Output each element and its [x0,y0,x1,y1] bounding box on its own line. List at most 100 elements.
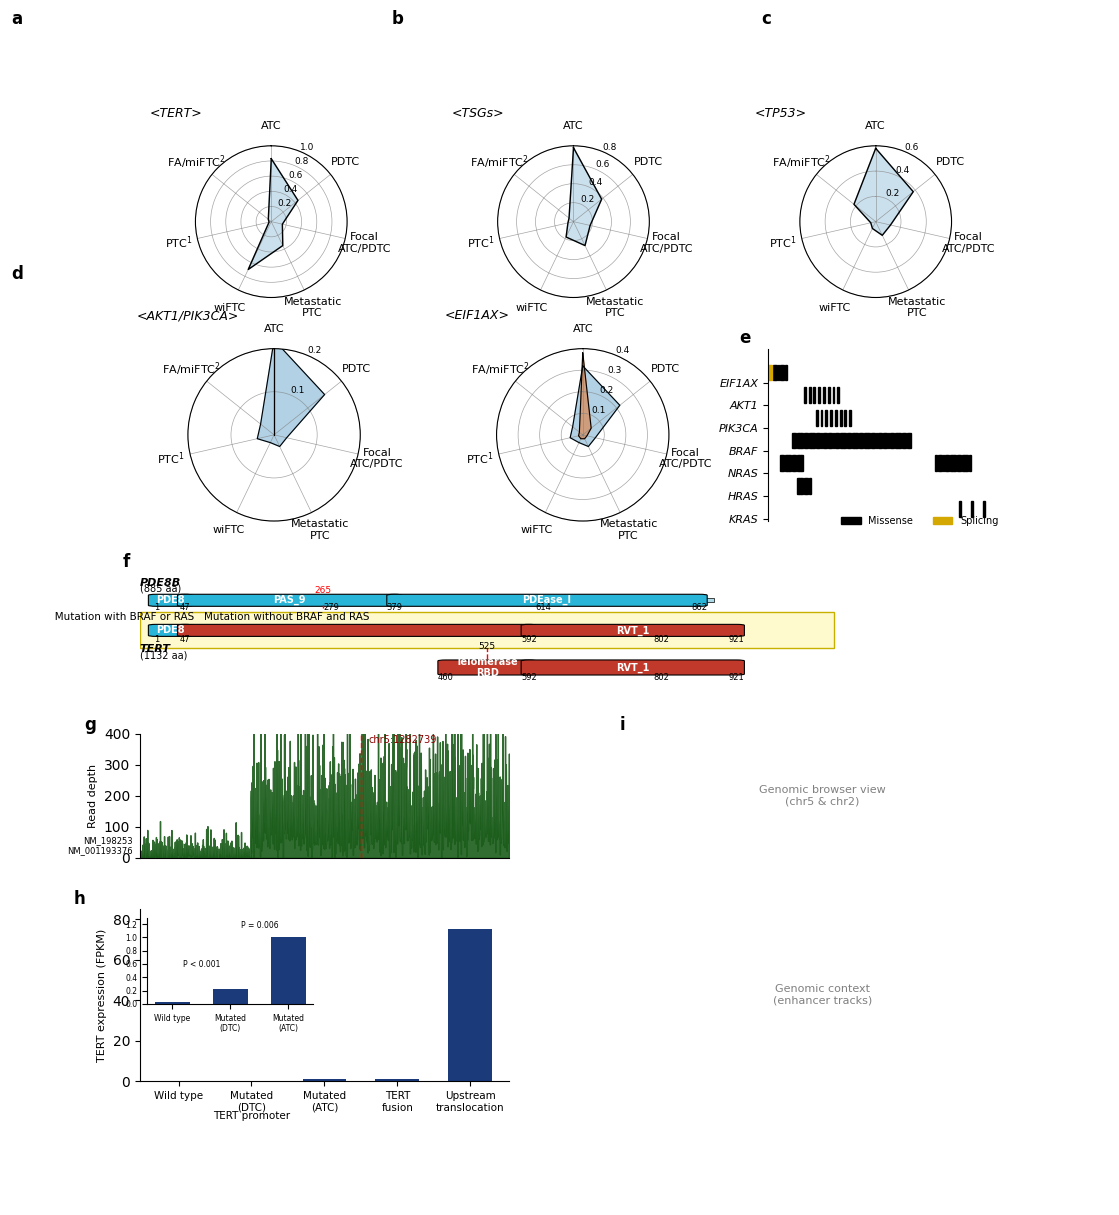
Polygon shape [854,148,913,236]
Bar [906,433,909,448]
Bar [890,433,892,448]
Text: f: f [123,553,130,571]
Text: <TERT>: <TERT> [150,107,203,120]
Bar [809,433,810,448]
Bar [856,433,858,448]
Text: Mutation with BRAF or RAS   Mutation without BRAF and RAS: Mutation with BRAF or RAS Mutation witho… [45,611,369,622]
Bar [955,456,957,471]
Bar [837,433,839,448]
Text: g: g [85,716,96,734]
Bar [782,456,784,471]
Bar [967,456,968,471]
Bar [833,433,835,448]
Bar [833,388,835,403]
FancyBboxPatch shape [178,625,536,637]
Bar [818,388,820,403]
Text: <TP53>: <TP53> [754,107,807,120]
Bar [445,666,736,669]
Text: 592: 592 [521,635,537,644]
Bar [845,409,846,425]
Text: PDE8B: PDE8B [140,578,181,588]
Bar [809,388,810,403]
Text: (1132 aa): (1132 aa) [140,650,187,661]
Bar [818,433,820,448]
Bar [784,456,787,471]
Y-axis label: Read depth: Read depth [88,764,98,827]
Bar [778,364,780,380]
Text: RVT_1: RVT_1 [617,626,649,635]
Bar [157,628,736,632]
Bar [811,433,812,448]
Bar [854,433,856,448]
Bar [770,364,772,380]
Bar [878,433,880,448]
Bar [140,612,834,649]
Bar [871,433,873,448]
Bar [839,433,841,448]
Bar [902,433,904,448]
Text: h: h [74,889,85,908]
Bar [797,456,799,471]
Bar [830,433,833,448]
Bar [822,388,825,403]
Text: 460: 460 [438,673,453,682]
Bar [792,456,793,471]
Bar [302,1079,346,1081]
Bar [799,456,801,471]
Bar [887,433,890,448]
Bar [816,409,818,425]
Text: <AKT1/PIK3CA>: <AKT1/PIK3CA> [137,309,238,322]
Text: PAS_9: PAS_9 [273,595,305,605]
Bar [816,433,818,448]
Bar [820,433,822,448]
Bar [944,456,947,471]
Bar [849,409,852,425]
Text: 862: 862 [692,604,707,612]
Bar [900,433,902,448]
FancyBboxPatch shape [521,660,744,676]
Text: b: b [392,10,404,28]
Text: 525: 525 [478,643,496,651]
Bar [959,501,961,516]
Bar [935,456,938,471]
Bar [965,456,966,471]
Bar [971,501,974,516]
Text: 379: 379 [387,604,403,612]
Bar [801,433,803,448]
Bar [806,433,808,448]
Text: RVT_1: RVT_1 [617,662,649,673]
Text: i: i [620,716,626,734]
Bar [801,456,803,471]
Text: 614: 614 [535,604,551,612]
Text: (885 aa): (885 aa) [140,583,181,593]
Bar [809,477,810,493]
Bar [773,364,774,380]
Bar [875,433,877,448]
Text: PDEase_I: PDEase_I [523,595,572,605]
Polygon shape [579,354,591,439]
Polygon shape [248,159,298,270]
Bar [952,456,955,471]
Bar [768,364,770,380]
Bar [828,388,829,403]
FancyBboxPatch shape [149,625,192,637]
Bar [904,433,906,448]
Bar [883,433,885,448]
Bar [852,433,854,448]
Bar [959,456,961,471]
Bar [794,456,797,471]
Text: TERT promoter: TERT promoter [213,1112,290,1121]
Bar [797,477,799,493]
Bar [449,929,492,1081]
Text: 802: 802 [653,673,669,682]
Bar [969,456,971,471]
Bar [782,364,784,380]
Bar [797,433,799,448]
Text: 921: 921 [728,673,744,682]
Bar [961,456,963,471]
Bar [799,477,801,493]
Bar [775,364,777,380]
Text: PDE8: PDE8 [157,595,185,605]
Bar [892,433,894,448]
Text: TERT: TERT [140,644,171,655]
